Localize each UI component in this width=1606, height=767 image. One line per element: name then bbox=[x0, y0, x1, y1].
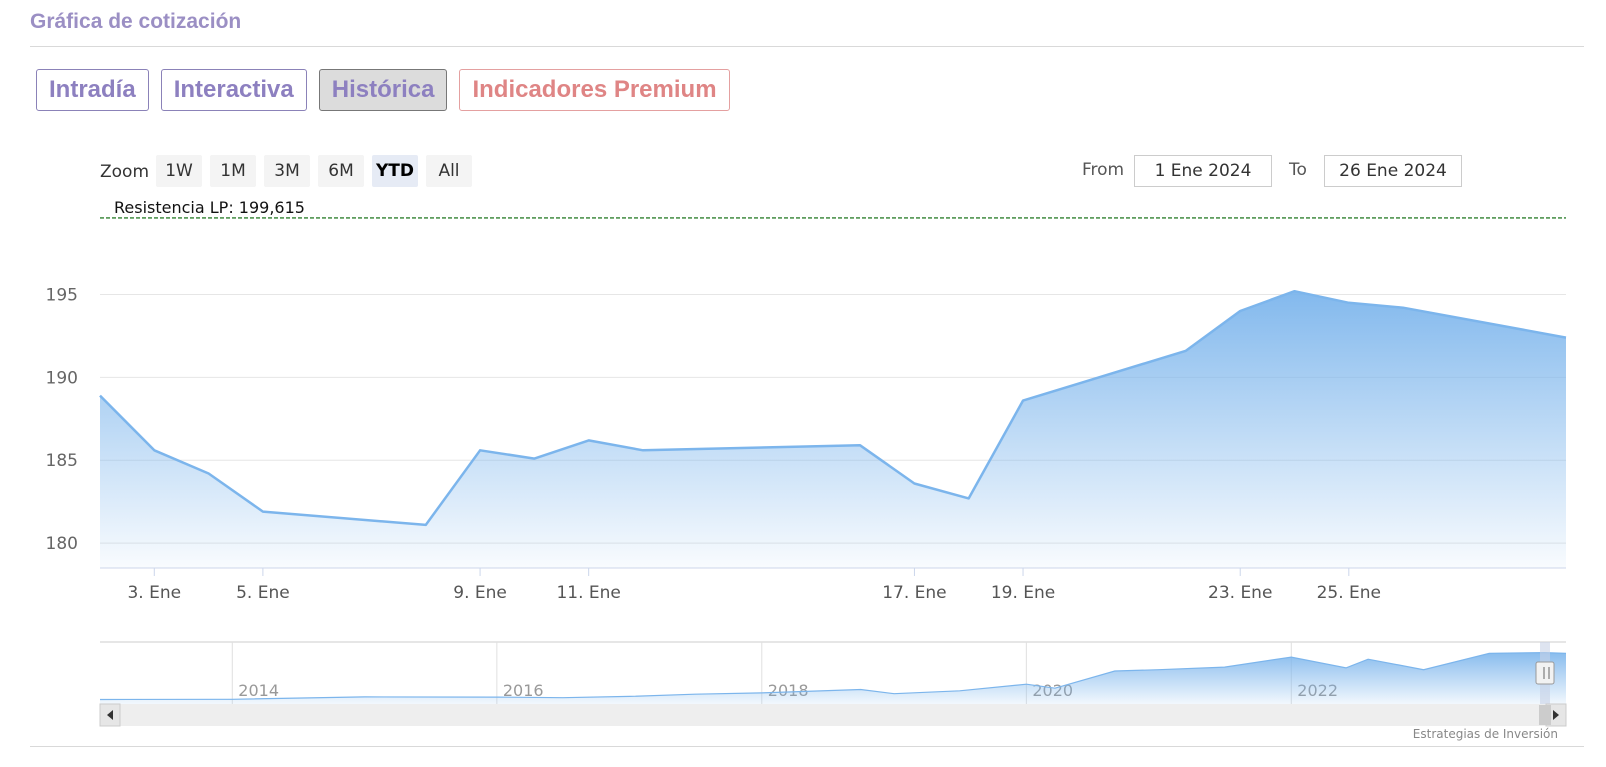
zoom-1w-button[interactable]: 1W bbox=[156, 155, 202, 187]
series-layer bbox=[99, 289, 1567, 568]
navigator[interactable]: 20142016201820202022 bbox=[99, 641, 1567, 727]
annotation-layer: Resistencia LP: 199,615 bbox=[100, 198, 1566, 219]
price-area bbox=[100, 291, 1566, 568]
x-tick-label: 25. Ene bbox=[1317, 583, 1381, 603]
navigator-year-label: 2014 bbox=[238, 681, 279, 700]
x-tick-label: 11. Ene bbox=[556, 583, 620, 603]
chart-tabs: Intradía Interactiva Histórica Indicador… bbox=[36, 69, 730, 113]
zoom-ytd-button[interactable]: YTD bbox=[372, 155, 418, 187]
axis-layer: 180 185 190 195 3. Ene 5. Ene 9. Ene 11. Ene 17.… bbox=[46, 285, 1566, 603]
resistance-label: Resistencia LP: 199,615 bbox=[114, 198, 305, 217]
zoom-1m-button[interactable]: 1M bbox=[210, 155, 256, 187]
range-from-input[interactable]: 1 Ene 2024 bbox=[1134, 155, 1272, 187]
navigator-area bbox=[100, 652, 1566, 704]
range-to-input[interactable]: 26 Ene 2024 bbox=[1324, 155, 1462, 187]
navigator-line bbox=[99, 651, 1567, 701]
navigator-handle[interactable] bbox=[1535, 661, 1555, 685]
scroll-left-icon bbox=[107, 710, 113, 720]
chart-credit: Estrategias de Inversión bbox=[1412, 727, 1558, 741]
navigator-year-label: 2016 bbox=[503, 681, 544, 700]
tab-interactiva[interactable]: Interactiva bbox=[160, 69, 307, 111]
title-divider bbox=[30, 46, 1584, 47]
price-line bbox=[99, 289, 1567, 527]
zoom-all-button[interactable]: All bbox=[426, 155, 472, 187]
scrollbar-track bbox=[100, 704, 1566, 726]
range-from-label: From bbox=[1082, 160, 1125, 180]
page-title: Gráfica de cotización bbox=[30, 10, 242, 33]
x-tick-label: 23. Ene bbox=[1208, 583, 1272, 603]
x-tick-label: 5. Ene bbox=[236, 583, 290, 603]
y-tick-label: 180 bbox=[46, 534, 78, 554]
zoom-label: Zoom bbox=[100, 162, 150, 182]
y-tick-label: 185 bbox=[46, 451, 78, 471]
range-to-label: To bbox=[1289, 160, 1307, 180]
x-tick-label: 19. Ene bbox=[991, 583, 1055, 603]
y-tick-label: 190 bbox=[46, 368, 78, 388]
x-tick-label: 3. Ene bbox=[127, 583, 181, 603]
zoom-6m-button[interactable]: 6M bbox=[318, 155, 364, 187]
tab-intradia[interactable]: Intradía bbox=[36, 69, 149, 111]
zoom-3m-button[interactable]: 3M bbox=[264, 155, 310, 187]
scrollbar-thumb[interactable] bbox=[1539, 705, 1551, 725]
tab-indicadores-premium[interactable]: Indicadores Premium bbox=[459, 69, 730, 111]
y-tick-label: 195 bbox=[46, 285, 78, 305]
tab-historica[interactable]: Histórica bbox=[318, 69, 448, 111]
scroll-right-icon bbox=[1553, 710, 1559, 720]
x-tick-label: 9. Ene bbox=[453, 583, 507, 603]
bottom-divider bbox=[30, 746, 1584, 747]
x-tick-label: 17. Ene bbox=[882, 583, 946, 603]
